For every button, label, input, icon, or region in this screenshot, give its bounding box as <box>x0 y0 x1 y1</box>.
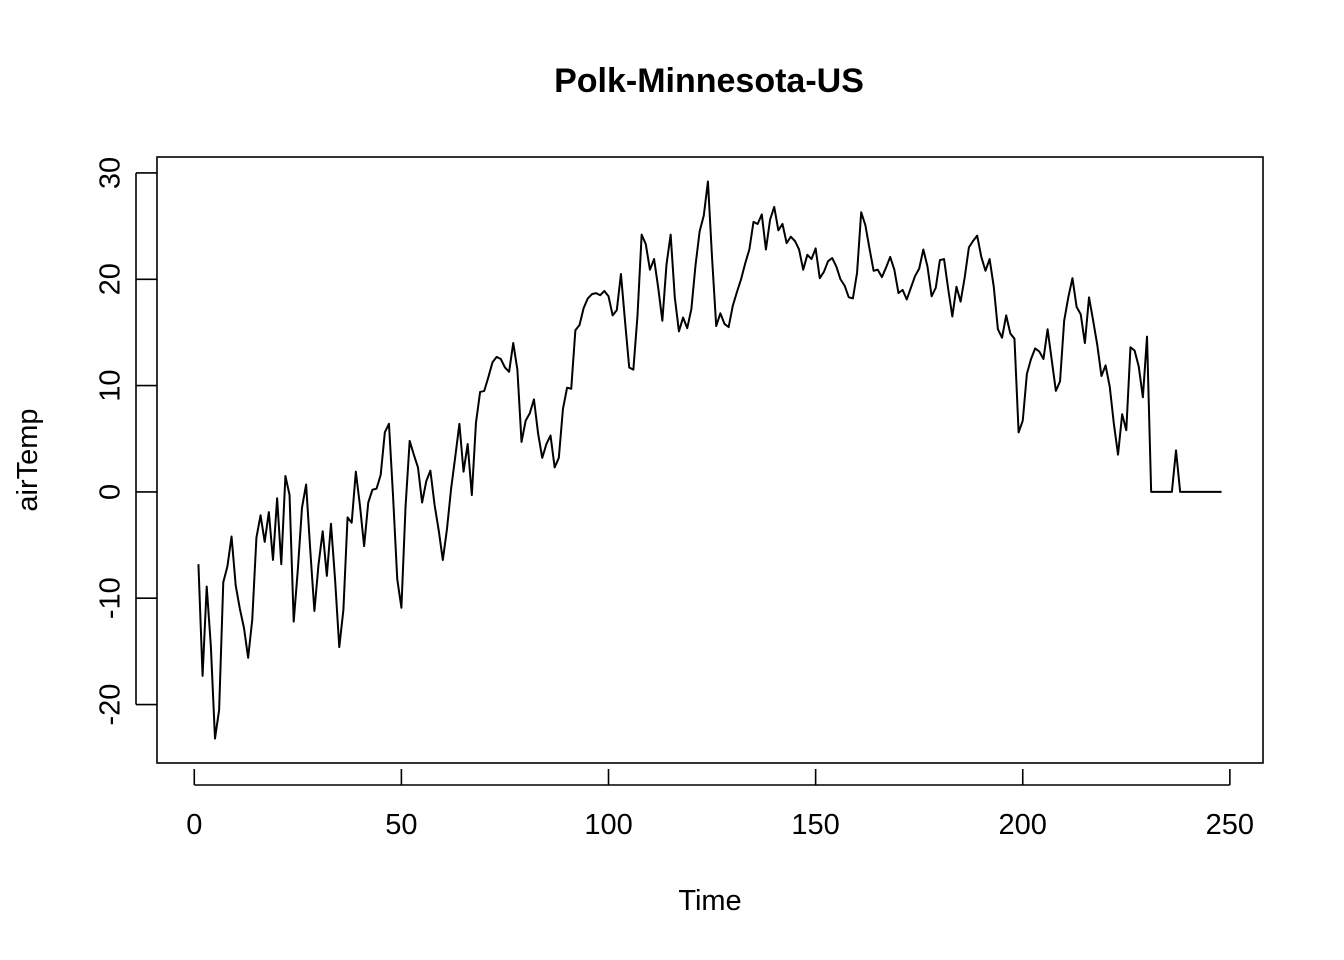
y-tick-label: 0 <box>95 484 127 500</box>
series-line-0 <box>197 180 1222 740</box>
plot-frame <box>156 156 1264 764</box>
x-tick-label: 250 <box>1206 809 1254 841</box>
x-axis-label: Time <box>678 885 741 917</box>
x-tick-label: 100 <box>584 809 632 841</box>
x-tick-label: 0 <box>186 809 202 841</box>
x-tick-label: 200 <box>999 809 1047 841</box>
y-axis-label: airTemp <box>12 408 44 511</box>
y-axis: -20 -10 0 10 20 30 <box>95 157 157 726</box>
chart-title: Polk-Minnesota-US <box>554 62 864 100</box>
x-axis: 0 50 100 150 200 250 <box>186 769 1254 841</box>
x-tick-label: 150 <box>791 809 839 841</box>
y-tick-label: 30 <box>95 157 127 189</box>
y-tick-label: 10 <box>95 369 127 401</box>
y-tick-label: -10 <box>95 577 127 619</box>
series-layer <box>197 180 1222 740</box>
y-tick-label: 20 <box>95 263 127 295</box>
x-tick-label: 50 <box>385 809 417 841</box>
y-tick-label: -20 <box>95 684 127 726</box>
